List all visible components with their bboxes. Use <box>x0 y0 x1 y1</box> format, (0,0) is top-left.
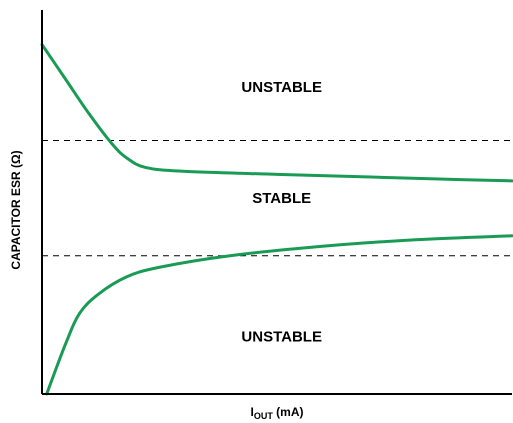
curve-1 <box>40 43 513 183</box>
threshold-lines <box>42 140 512 257</box>
region-label-1: UNSTABLE <box>241 79 322 96</box>
x-axis-label-subscript: OUT <box>254 411 274 421</box>
region-label-3: UNSTABLE <box>241 328 322 345</box>
curves <box>40 43 513 396</box>
region-label-2: STABLE <box>252 190 311 207</box>
x-axis-label: IOUT (mA) <box>250 405 303 421</box>
x-axis-label-unit: (mA) <box>273 405 304 419</box>
curve-2 <box>45 234 513 396</box>
y-axis-label: CAPACITOR ESR (Ω) <box>9 150 23 269</box>
axes <box>41 10 512 395</box>
region-labels: UNSTABLE STABLE UNSTABLE <box>241 79 322 346</box>
x-axis-label-main: I <box>250 405 253 419</box>
